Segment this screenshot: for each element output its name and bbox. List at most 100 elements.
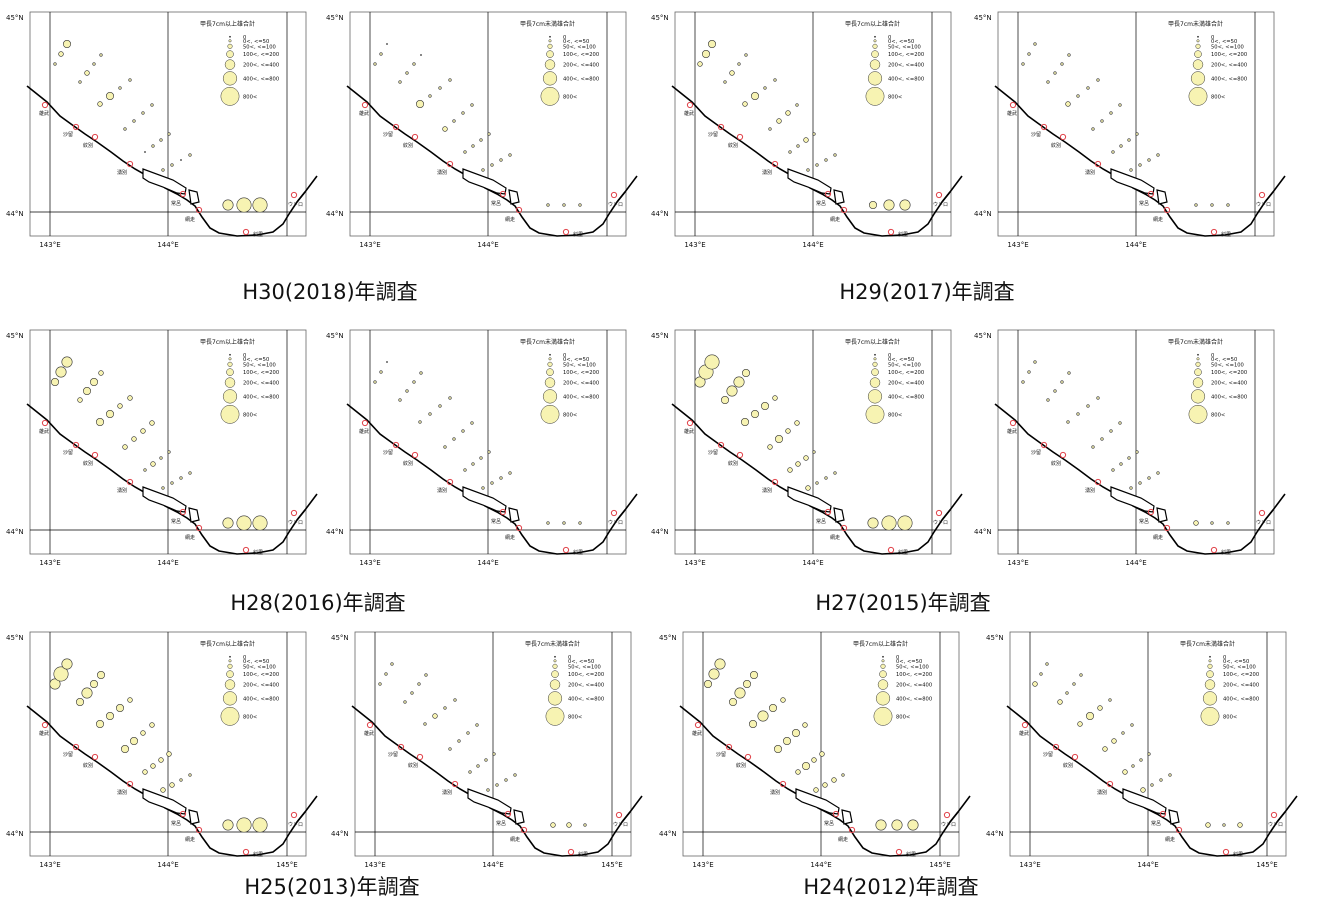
legend-symbol — [549, 353, 551, 356]
station-bubble — [772, 395, 778, 401]
lat-label-45: 45°N — [651, 14, 669, 22]
station-bubble — [744, 53, 748, 57]
station-bubble — [158, 757, 164, 763]
port-marker — [1009, 419, 1017, 427]
lon-label-145: 145°E — [276, 861, 297, 869]
legend-label: 200<, <=400 — [563, 63, 599, 69]
port-marker — [179, 190, 187, 198]
station-bubble — [405, 71, 409, 75]
station-bubble — [1226, 203, 1230, 207]
port-marker — [1040, 441, 1048, 449]
port-label: 常呂 — [1139, 518, 1149, 525]
legend-label: 50<, <=100 — [243, 664, 276, 670]
legend-label: 0 — [1211, 35, 1214, 41]
port-label: ウトロ — [608, 519, 623, 526]
station-bubble — [150, 103, 154, 107]
station-bubble — [161, 486, 165, 490]
port-label: 斜里 — [253, 851, 263, 858]
station-bubble — [583, 823, 587, 827]
port-marker — [1071, 753, 1079, 761]
legend-symbol — [544, 377, 556, 388]
legend-label: 800< — [243, 412, 257, 418]
legend-symbol — [1194, 368, 1202, 376]
legend-symbol — [865, 86, 885, 106]
station-bubble — [1210, 521, 1214, 525]
legend-symbol — [540, 404, 560, 424]
port-label: 常呂 — [491, 200, 501, 207]
station-bubble — [141, 111, 145, 115]
legend-symbol — [547, 361, 553, 367]
legend-label: 800< — [888, 94, 902, 100]
station-bubble — [741, 418, 750, 427]
port-label: 沙留 — [63, 131, 73, 138]
legend-label: 800< — [243, 94, 257, 100]
station-bubble — [236, 515, 252, 531]
lon-label-143: 143°E — [692, 861, 713, 869]
port-marker — [1175, 826, 1183, 834]
station-bubble — [98, 370, 104, 376]
station-bubble — [907, 819, 919, 831]
legend-label: 100<, <=200 — [896, 672, 932, 678]
legend-label: 200<, <=400 — [568, 683, 604, 689]
station-bubble — [160, 787, 166, 793]
station-bubble — [83, 386, 92, 395]
port-marker — [717, 123, 725, 131]
station-bubble — [419, 371, 423, 375]
legend-symbol — [871, 50, 879, 58]
port-marker — [935, 191, 943, 199]
legend-symbol — [1209, 655, 1211, 658]
legend-symbol — [867, 71, 883, 86]
lat-label-44: 44°N — [974, 528, 992, 536]
port-label: 雄武 — [39, 730, 49, 737]
station-bubble — [733, 376, 745, 388]
port-label: 沙留 — [1031, 449, 1041, 456]
station-bubble — [1138, 481, 1142, 485]
legend-title: 甲長7cm以上雄合計 — [200, 338, 255, 346]
port-marker — [935, 509, 943, 517]
port-label: 常呂 — [171, 200, 181, 207]
port-label: 沙留 — [1031, 131, 1041, 138]
port-label: 雄武 — [359, 110, 369, 117]
station-bubble — [795, 103, 799, 107]
lat-label-44: 44°N — [6, 528, 24, 536]
station-bubble — [822, 782, 828, 788]
station-bubble — [788, 150, 792, 154]
port-label: 斜里 — [253, 549, 263, 556]
legend-label: 0<, <=50 — [896, 659, 922, 665]
station-bubble — [513, 773, 517, 777]
station-bubble — [1129, 168, 1133, 172]
legend-label: 0<, <=50 — [888, 39, 914, 45]
station-bubble — [1168, 773, 1172, 777]
station-bubble — [708, 668, 720, 680]
station-bubble — [1096, 396, 1100, 400]
legend-symbol — [222, 691, 238, 706]
legend-symbol — [227, 43, 233, 49]
port-marker — [179, 810, 187, 818]
legend-label: 100<, <=200 — [888, 370, 924, 376]
port-marker — [515, 206, 523, 214]
lon-label-143: 143°E — [39, 559, 60, 567]
legend-symbol — [228, 39, 232, 43]
station-bubble — [785, 428, 791, 434]
legend-symbol — [229, 655, 231, 658]
station-bubble — [106, 712, 115, 721]
lon-label-144: 144°E — [1125, 241, 1146, 249]
lon-label-145: 145°E — [601, 861, 622, 869]
legend-label: 100<, <=200 — [888, 52, 924, 58]
legend-label: 50<, <=100 — [568, 664, 601, 670]
legend-label: 50<, <=100 — [563, 362, 596, 368]
lat-label-44: 44°N — [651, 210, 669, 218]
station-bubble — [1147, 158, 1151, 162]
lat-label-45: 45°N — [6, 14, 24, 22]
station-bubble — [50, 377, 59, 386]
station-bubble — [883, 199, 895, 211]
port-label: ウトロ — [941, 821, 956, 828]
port-label: 湧別 — [1097, 789, 1107, 796]
survey-caption: H27(2015)年調査 — [815, 591, 991, 615]
port-label: 沙留 — [708, 449, 718, 456]
map-panel: 45°N 44°N 143°E 144°E 145°E 雄武 沙留 紋別 湧別 常呂 網走 斜里 ウトロ… — [5, 626, 320, 869]
legend-symbol — [226, 670, 234, 678]
lon-label-143: 143°E — [39, 241, 60, 249]
legend-symbol — [551, 670, 559, 678]
port-label: ウトロ — [288, 519, 303, 526]
